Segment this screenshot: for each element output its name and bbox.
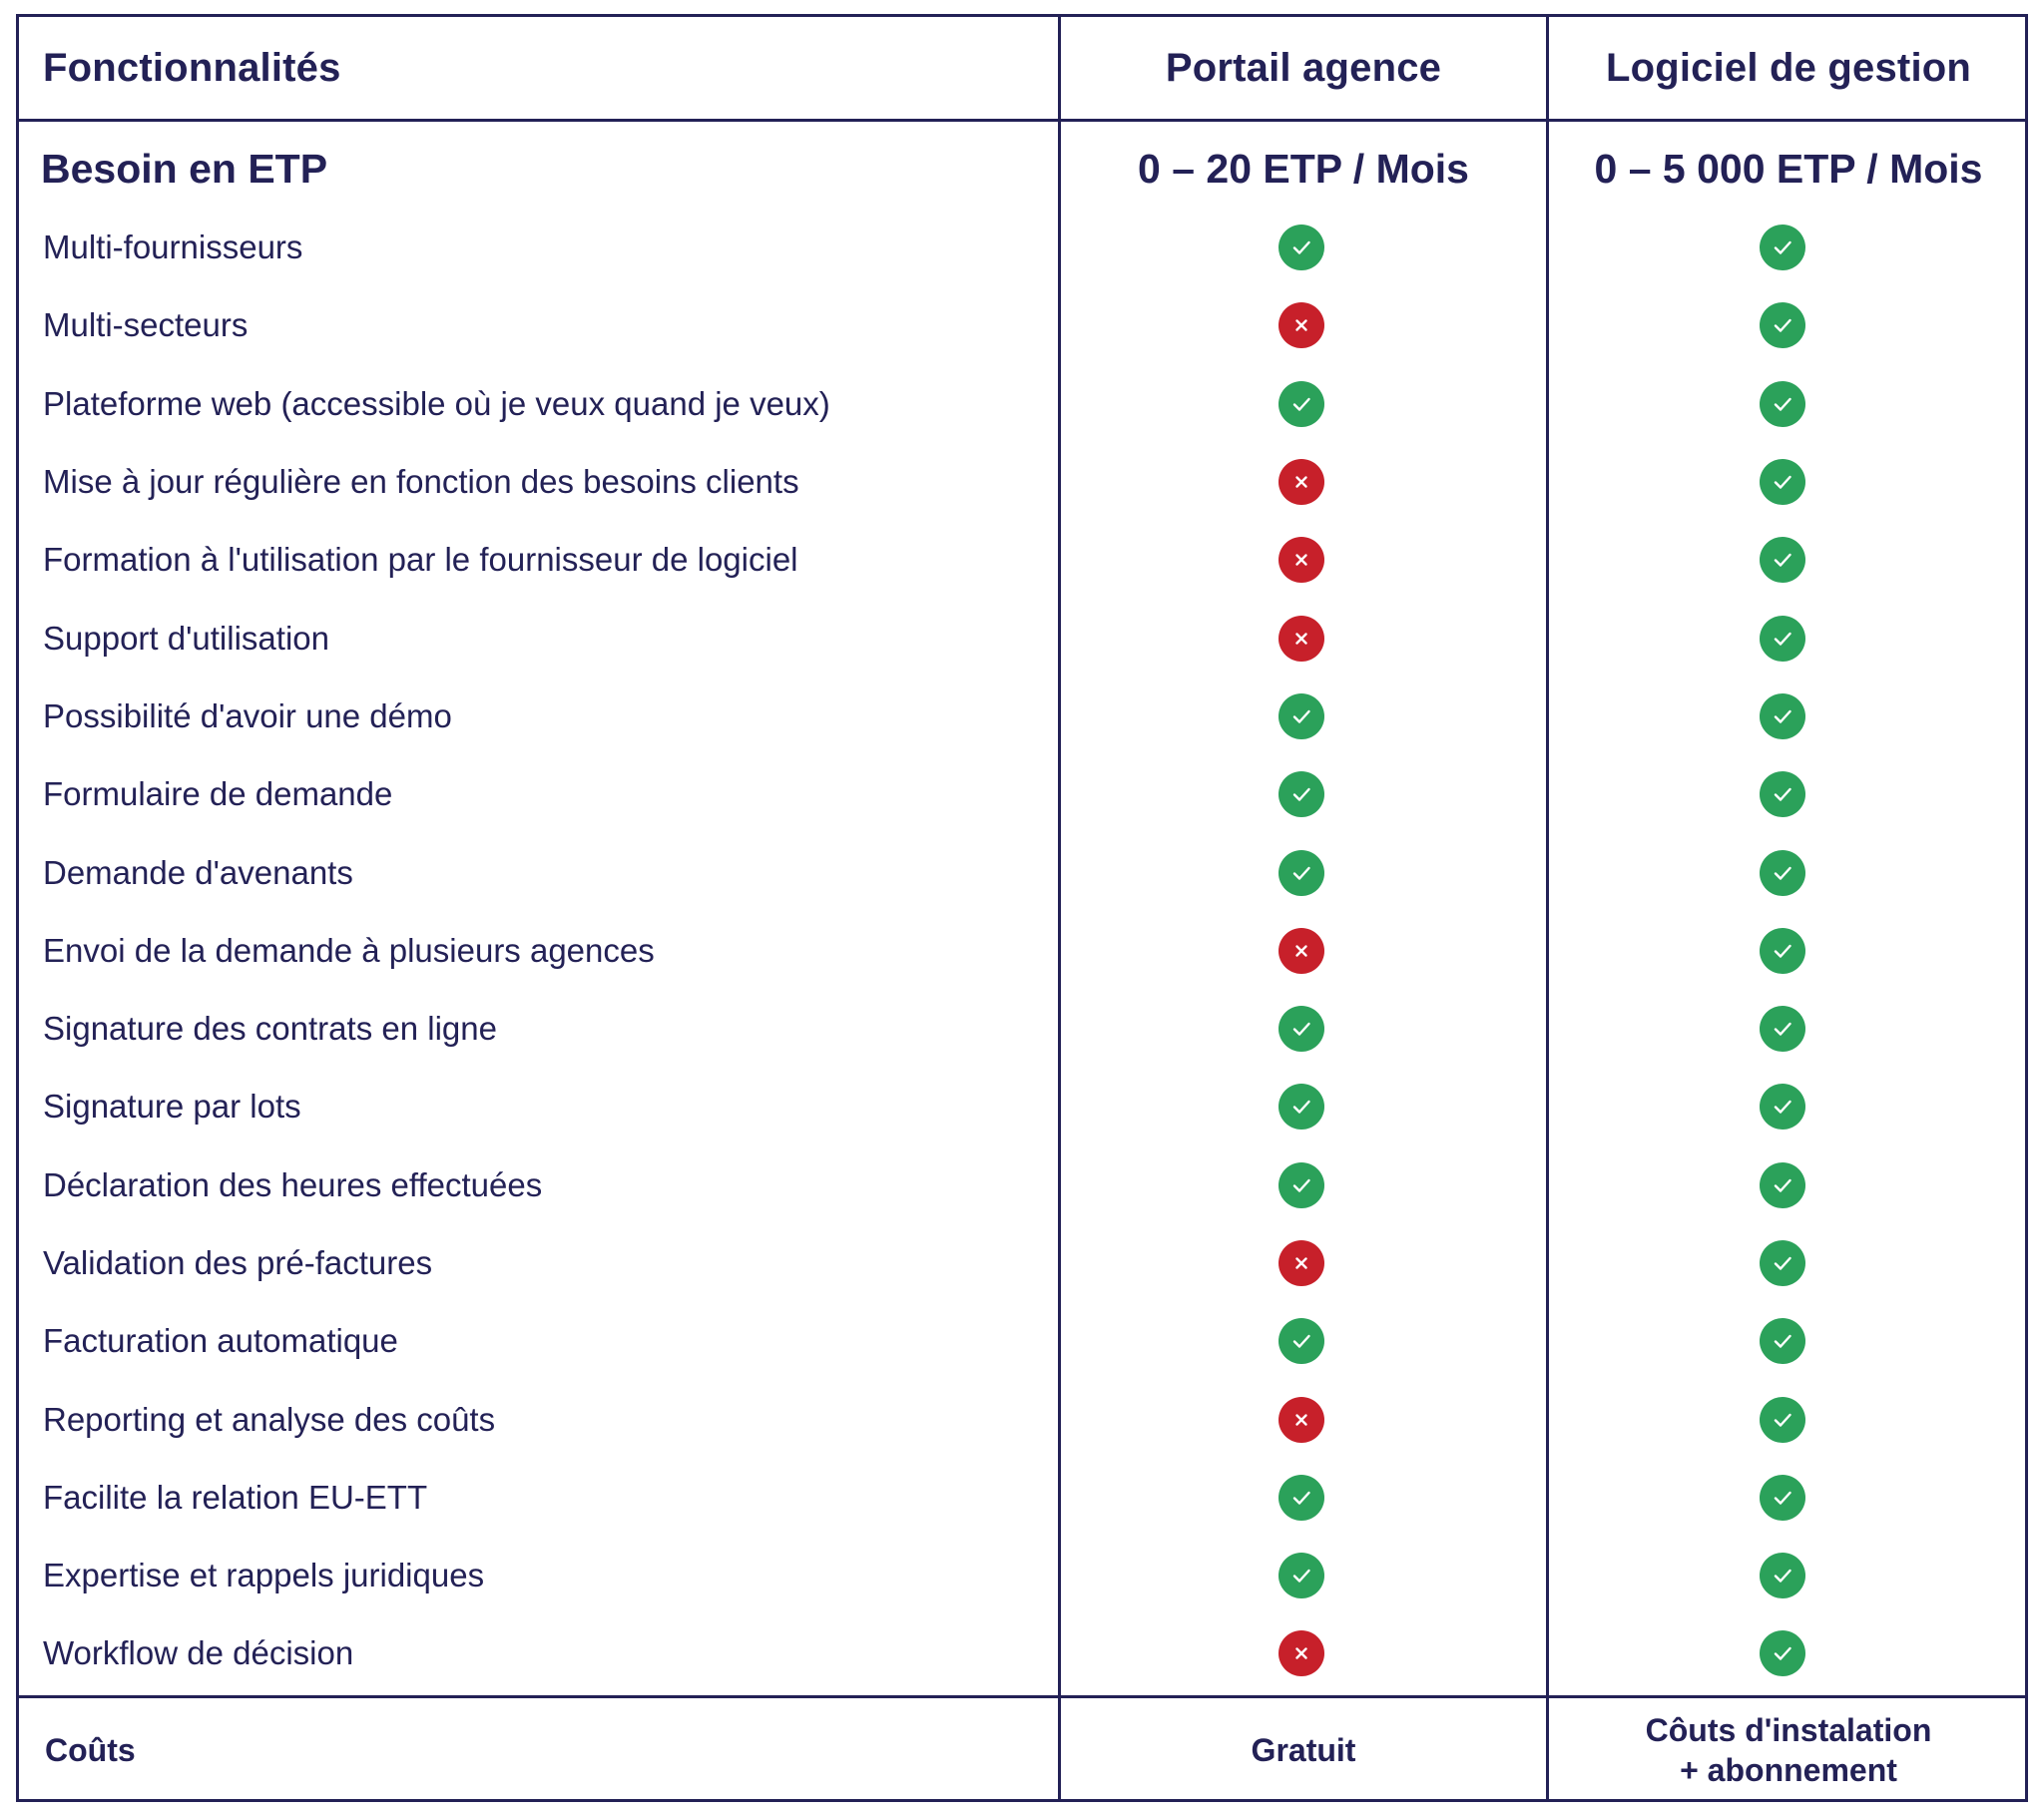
table-row: Envoi de la demande à plusieurs agences (19, 912, 2025, 990)
table-row: Expertise et rappels juridiques (19, 1537, 2025, 1614)
check-icon (1760, 849, 1805, 896)
table-row: Plateforme web (accessible où je veux qu… (19, 365, 2025, 443)
check-icon (1278, 380, 1324, 427)
feature-label: Envoi de la demande à plusieurs agences (43, 931, 655, 969)
feature-label: Workflow de décision (43, 1634, 354, 1672)
feature-label: Plateforme web (accessible où je veux qu… (43, 384, 830, 422)
check-icon (1278, 1553, 1324, 1599)
check-icon (1760, 1084, 1805, 1131)
etp-label: Besoin en ETP (41, 145, 328, 192)
check-icon (1278, 225, 1324, 271)
table-row: Formulaire de demande (19, 755, 2025, 833)
table-row: Workflow de décision (19, 1614, 2025, 1692)
table-row: Support d'utilisation (19, 599, 2025, 677)
costs-logiciel-line1: Côuts d'instalation (1645, 1712, 1932, 1748)
check-icon (1278, 1474, 1324, 1521)
table-row: Mise à jour régulière en fonction des be… (19, 443, 2025, 521)
costs-logiciel: Côuts d'instalation + abonnement (1549, 1698, 2028, 1802)
check-icon (1760, 302, 1805, 349)
column-divider (1546, 17, 1549, 1799)
check-icon (1278, 1318, 1324, 1365)
feature-label: Possibilité d'avoir une démo (43, 696, 452, 734)
cross-icon (1278, 1630, 1324, 1677)
table-row: Déclaration des heures effectuées (19, 1146, 2025, 1224)
table-row: Formation à l'utilisation par le fournis… (19, 521, 2025, 599)
check-icon (1760, 1161, 1805, 1208)
feature-label: Support d'utilisation (43, 619, 329, 657)
table-row: Possibilité d'avoir une démo (19, 678, 2025, 755)
check-icon (1760, 537, 1805, 584)
feature-label: Signature par lots (43, 1088, 301, 1126)
header-features: Fonctionnalités (43, 45, 341, 90)
feature-label: Formation à l'utilisation par le fournis… (43, 541, 798, 579)
feature-label: Demande d'avenants (43, 853, 353, 891)
table-row: Multi-secteurs (19, 286, 2025, 364)
feature-rows: Multi-fournisseurs Multi-secteurs Platefor… (19, 209, 2025, 1693)
check-icon (1760, 1240, 1805, 1286)
check-icon (1760, 1318, 1805, 1365)
check-icon (1278, 849, 1324, 896)
feature-label: Signature des contrats en ligne (43, 1010, 497, 1048)
table-row: Reporting et analyse des coûts (19, 1380, 2025, 1458)
header-divider (19, 119, 2025, 122)
column-divider (1058, 17, 1061, 1799)
check-icon (1760, 692, 1805, 739)
check-icon (1760, 615, 1805, 662)
etp-logiciel-value: 0 – 5 000 ETP / Mois (1594, 145, 1983, 192)
costs-label: Coûts (45, 1732, 136, 1768)
table-row: Facilite la relation EU-ETT (19, 1459, 2025, 1537)
cross-icon (1278, 302, 1324, 349)
check-icon (1278, 771, 1324, 818)
table-row: Validation des pré-factures (19, 1224, 2025, 1302)
feature-label: Mise à jour régulière en fonction des be… (43, 463, 799, 501)
feature-label: Facilite la relation EU-ETT (43, 1478, 428, 1516)
costs-logiciel-line2: + abonnement (1680, 1752, 1897, 1788)
etp-row: Besoin en ETP 0 – 20 ETP / Mois 0 – 5 00… (19, 129, 2025, 209)
header-logiciel-gestion: Logiciel de gestion (1605, 45, 1972, 90)
feature-label: Formulaire de demande (43, 775, 393, 813)
feature-label: Déclaration des heures effectuées (43, 1165, 543, 1203)
check-icon (1760, 1474, 1805, 1521)
check-icon (1760, 1396, 1805, 1443)
check-icon (1760, 225, 1805, 271)
check-icon (1278, 692, 1324, 739)
cross-icon (1278, 459, 1324, 506)
cross-icon (1278, 1396, 1324, 1443)
cross-icon (1278, 1240, 1324, 1286)
check-icon (1760, 1006, 1805, 1053)
check-icon (1760, 771, 1805, 818)
check-icon (1760, 380, 1805, 427)
etp-portail-value: 0 – 20 ETP / Mois (1138, 145, 1469, 192)
feature-label: Expertise et rappels juridiques (43, 1557, 485, 1594)
header-portail-agence: Portail agence (1165, 45, 1442, 90)
table-row: Multi-fournisseurs (19, 209, 2025, 286)
check-icon (1760, 927, 1805, 974)
feature-label: Reporting et analyse des coûts (43, 1400, 496, 1438)
cross-icon (1278, 927, 1324, 974)
table-row: Signature par lots (19, 1068, 2025, 1145)
check-icon (1760, 1553, 1805, 1599)
table-row: Signature des contrats en ligne (19, 990, 2025, 1068)
cross-icon (1278, 537, 1324, 584)
check-icon (1760, 1630, 1805, 1677)
table-row: Facturation automatique (19, 1302, 2025, 1380)
check-icon (1278, 1006, 1324, 1053)
feature-label: Validation des pré-factures (43, 1244, 433, 1281)
check-icon (1278, 1084, 1324, 1131)
comparison-table: Fonctionnalités Portail agence Logiciel … (16, 14, 2028, 1802)
footer-divider (19, 1695, 2025, 1698)
check-icon (1278, 1161, 1324, 1208)
cross-icon (1278, 615, 1324, 662)
feature-label: Multi-secteurs (43, 306, 249, 344)
costs-portail: Gratuit (1251, 1732, 1356, 1768)
table-row: Demande d'avenants (19, 833, 2025, 911)
feature-label: Multi-fournisseurs (43, 228, 303, 266)
check-icon (1760, 459, 1805, 506)
feature-label: Facturation automatique (43, 1322, 398, 1360)
